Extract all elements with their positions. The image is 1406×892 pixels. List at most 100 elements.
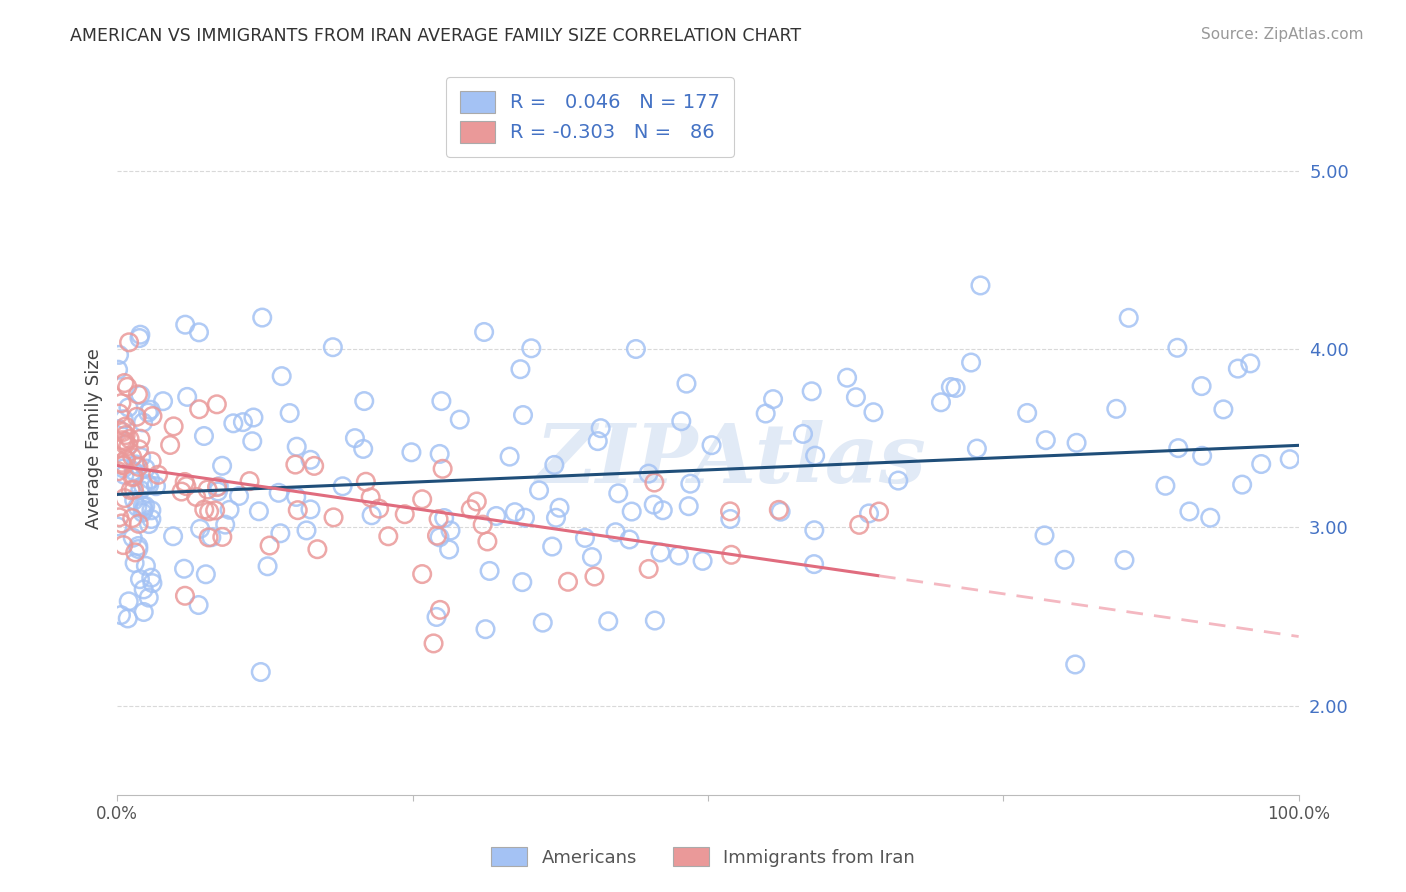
- Point: [139, 402, 162, 417]
- Point: [429, 603, 451, 617]
- Legend: R =   0.046   N = 177, R = -0.303   N =   86: R = 0.046 N = 177, R = -0.303 N = 86: [446, 77, 734, 157]
- Point: [1114, 553, 1136, 567]
- Point: [650, 545, 672, 559]
- Point: [145, 479, 167, 493]
- Point: [218, 503, 240, 517]
- Point: [125, 458, 148, 472]
- Point: [132, 416, 155, 430]
- Point: [132, 479, 155, 493]
- Point: [138, 591, 160, 605]
- Point: [1278, 452, 1301, 467]
- Point: [211, 458, 233, 473]
- Point: [607, 486, 630, 500]
- Point: [1017, 406, 1039, 420]
- Point: [129, 327, 152, 342]
- Text: ZIPAtlas: ZIPAtlas: [536, 419, 927, 500]
- Point: [302, 458, 325, 473]
- Point: [439, 524, 461, 538]
- Point: [139, 473, 162, 487]
- Point: [122, 493, 145, 508]
- Point: [187, 598, 209, 612]
- Point: [127, 542, 149, 557]
- Point: [208, 479, 231, 493]
- Point: [152, 394, 174, 409]
- Point: [322, 340, 344, 354]
- Point: [121, 450, 143, 464]
- Point: [232, 415, 254, 429]
- Point: [624, 342, 647, 356]
- Point: [214, 517, 236, 532]
- Point: [768, 503, 790, 517]
- Point: [966, 442, 988, 456]
- Point: [960, 355, 983, 369]
- Point: [207, 484, 229, 499]
- Point: [122, 464, 145, 478]
- Point: [544, 510, 567, 524]
- Point: [193, 502, 215, 516]
- Point: [377, 529, 399, 543]
- Point: [411, 492, 433, 507]
- Point: [692, 554, 714, 568]
- Point: [174, 318, 197, 332]
- Point: [114, 419, 136, 434]
- Point: [485, 508, 508, 523]
- Point: [620, 504, 643, 518]
- Point: [128, 516, 150, 531]
- Point: [868, 504, 890, 518]
- Point: [520, 341, 543, 355]
- Point: [138, 478, 160, 492]
- Point: [804, 449, 827, 463]
- Point: [132, 582, 155, 597]
- Point: [110, 608, 132, 623]
- Point: [135, 476, 157, 491]
- Point: [170, 484, 193, 499]
- Point: [939, 380, 962, 394]
- Point: [107, 464, 129, 478]
- Point: [429, 530, 451, 544]
- Point: [112, 538, 135, 552]
- Point: [322, 510, 344, 524]
- Point: [124, 556, 146, 570]
- Point: [307, 542, 329, 557]
- Point: [146, 467, 169, 482]
- Point: [121, 470, 143, 484]
- Point: [644, 614, 666, 628]
- Point: [197, 530, 219, 544]
- Point: [1118, 310, 1140, 325]
- Point: [141, 571, 163, 585]
- Legend: Americans, Immigrants from Iran: Americans, Immigrants from Iran: [484, 840, 922, 874]
- Point: [589, 421, 612, 435]
- Point: [107, 362, 129, 376]
- Point: [433, 511, 456, 525]
- Point: [200, 530, 222, 544]
- Point: [586, 434, 609, 449]
- Point: [929, 395, 952, 409]
- Point: [259, 539, 281, 553]
- Point: [858, 507, 880, 521]
- Point: [159, 438, 181, 452]
- Point: [720, 548, 742, 562]
- Point: [111, 433, 134, 447]
- Point: [176, 390, 198, 404]
- Point: [287, 503, 309, 517]
- Point: [111, 456, 134, 470]
- Point: [969, 278, 991, 293]
- Point: [121, 511, 143, 525]
- Point: [557, 574, 579, 589]
- Y-axis label: Average Family Size: Average Family Size: [86, 348, 103, 529]
- Point: [651, 503, 673, 517]
- Point: [295, 524, 318, 538]
- Point: [204, 503, 226, 517]
- Point: [122, 469, 145, 483]
- Point: [598, 614, 620, 628]
- Point: [114, 491, 136, 505]
- Point: [141, 576, 163, 591]
- Point: [945, 381, 967, 395]
- Point: [581, 550, 603, 565]
- Point: [845, 390, 868, 404]
- Point: [299, 502, 322, 516]
- Point: [353, 394, 375, 409]
- Point: [862, 405, 884, 419]
- Point: [1166, 341, 1188, 355]
- Point: [465, 494, 488, 508]
